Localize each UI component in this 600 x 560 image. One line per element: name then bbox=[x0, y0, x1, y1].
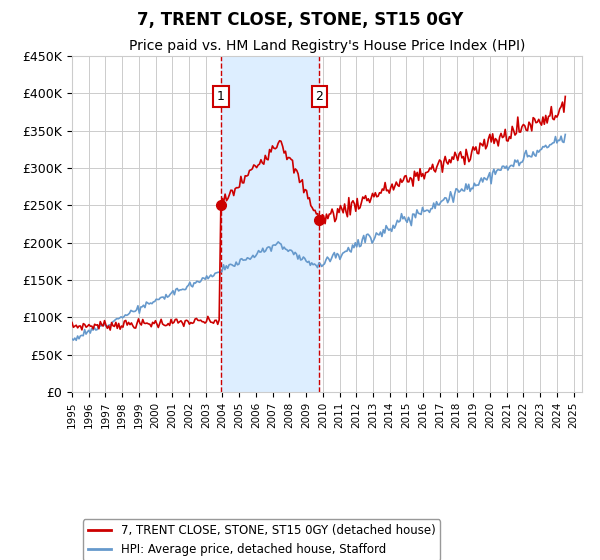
Title: Price paid vs. HM Land Registry's House Price Index (HPI): Price paid vs. HM Land Registry's House … bbox=[129, 39, 525, 53]
Text: 2: 2 bbox=[316, 90, 323, 103]
Text: 1: 1 bbox=[217, 90, 225, 103]
Bar bbox=[221, 56, 319, 392]
Legend: 7, TRENT CLOSE, STONE, ST15 0GY (detached house), HPI: Average price, detached h: 7, TRENT CLOSE, STONE, ST15 0GY (detache… bbox=[83, 520, 440, 560]
Text: 7, TRENT CLOSE, STONE, ST15 0GY: 7, TRENT CLOSE, STONE, ST15 0GY bbox=[137, 11, 463, 29]
